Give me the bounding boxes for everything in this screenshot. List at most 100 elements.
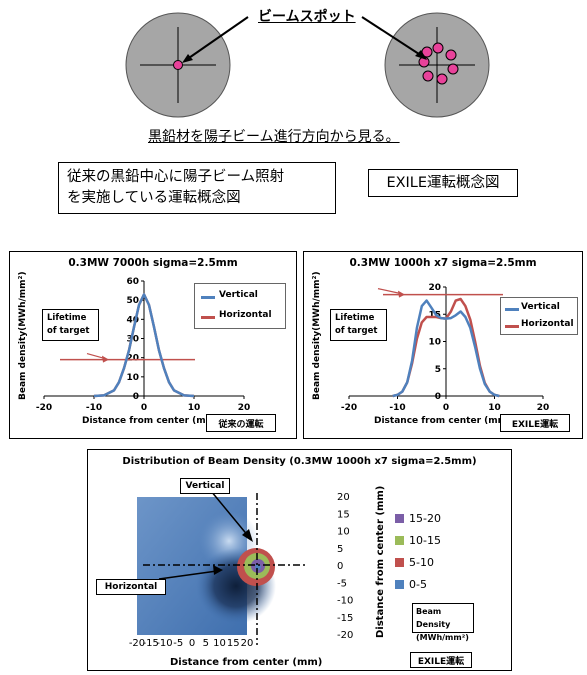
legend-label-vertical: Vertical xyxy=(219,290,258,300)
heatmap-xlabel: Distance from center (mm) xyxy=(170,657,323,668)
heatmap-surface xyxy=(137,497,276,635)
heatmap-tag: EXILE運転 xyxy=(410,652,472,668)
legend-label: 10-15 xyxy=(409,533,441,547)
chart2-title: 0.3MW 1000h x7 sigma=2.5mm xyxy=(349,257,537,269)
heatmap-arrows xyxy=(158,490,253,580)
heatmap-x-tick-label: 0 xyxy=(189,638,195,649)
legend-swatch-horizontal xyxy=(201,316,215,319)
lifetime-arrow-head xyxy=(102,355,109,363)
chart1-ylabel: Beam density(MWh/mm²) xyxy=(18,271,28,400)
legend-label: 0-5 xyxy=(409,577,427,591)
heatmap-x-tick-label: 10 xyxy=(213,638,226,649)
chart1-xlabel: Distance from center (mm) xyxy=(82,416,220,426)
legend-swatch xyxy=(395,557,404,567)
x-tick-label: 20 xyxy=(537,403,550,413)
diagram-caption: 黒鉛材を陽子ビーム進行方向から見る。 xyxy=(148,129,400,145)
x-tick-label: 10 xyxy=(188,403,201,413)
legend-swatch-vertical xyxy=(505,308,519,311)
legend-item-5-10: 5-10 xyxy=(395,551,441,573)
chart2-lifetime-box: Lifetime of target xyxy=(330,309,387,341)
y-tick-label: 30 xyxy=(126,335,139,345)
chart-exile: -20 -10 0 10 20 0 5 10 15 20 xyxy=(341,283,550,413)
y-tick-label: 20 xyxy=(126,354,139,364)
heatmap-y-tick-label: -20 xyxy=(337,630,353,641)
legend-item-15-20: 15-20 xyxy=(395,507,441,529)
heatmap-y-tick-label: 15 xyxy=(337,509,350,520)
lifetime-arrow xyxy=(86,353,106,360)
chart2-legend: Vertical Horizontal xyxy=(500,297,578,335)
heatmap-x-tick-label: -5 xyxy=(173,638,183,649)
legend-item-10-15: 10-15 xyxy=(395,529,441,551)
heatmap-x-tick-label: -10 xyxy=(156,638,172,649)
heatmap-title: Distribution of Beam Density (0.3MW 1000… xyxy=(122,456,477,467)
chart1-lifetime-line1: Lifetime xyxy=(47,313,87,323)
chart2-xlabel: Distance from center (mm) xyxy=(374,416,512,426)
graphite-disk-conventional xyxy=(125,12,231,118)
beam-spot-label: ビームスポット xyxy=(258,9,356,25)
y-tick-label: 50 xyxy=(126,296,139,306)
heatmap-x-tick-label: 20 xyxy=(241,638,254,649)
chart1-lifetime-box: Lifetime of target xyxy=(42,309,99,341)
heatmap-y-tick-label: -15 xyxy=(337,613,353,624)
x-tick-label: -10 xyxy=(389,403,405,413)
heatmap-y-tick-label: -5 xyxy=(337,578,347,589)
heatmap-x-tick-label: 5 xyxy=(203,638,209,649)
chart1-title: 0.3MW 7000h sigma=2.5mm xyxy=(68,257,238,269)
conventional-concept-line2: を実施している運転概念図 xyxy=(67,190,241,206)
legend-swatch xyxy=(395,579,404,589)
y-tick-label: 20 xyxy=(428,283,441,293)
chart1-legend: Vertical Horizontal xyxy=(194,283,286,329)
conventional-concept-line1: 従来の黒鉛中心に陽子ビーム照射 xyxy=(67,169,285,185)
graphite-disk-exile xyxy=(384,12,490,118)
vertical-callout: Vertical xyxy=(180,478,230,494)
x-tick-label: 0 xyxy=(141,403,147,413)
legend-item-0-5: 0-5 xyxy=(395,573,441,595)
x-tick-label: 20 xyxy=(238,403,251,413)
y-tick-label: 15 xyxy=(428,310,441,320)
exile-concept-box: EXILE運転概念図 xyxy=(368,169,518,197)
chart2-lifetime-line2: of target xyxy=(335,326,378,336)
chart2-tag: EXILE運転 xyxy=(500,414,570,432)
legend-title-box: Beam Density (MWh/mm²) xyxy=(412,603,474,642)
y-tick-label: 10 xyxy=(428,338,441,348)
chart-panel-conventional xyxy=(9,251,297,439)
beam-spot-diagram xyxy=(125,12,490,118)
heatmap-y-tick-label: 0 xyxy=(337,561,343,572)
y-tick-label: 0 xyxy=(435,392,441,402)
legend-label-horizontal: Horizontal xyxy=(521,319,574,329)
legend-title-line1: Beam Density xyxy=(416,607,451,629)
legend-swatch xyxy=(395,535,404,545)
x-tick-label: -20 xyxy=(36,403,52,413)
heatmap-x-tick-label: 15 xyxy=(227,638,240,649)
heatmap-x-tick-label: -20 xyxy=(129,638,145,649)
series-line-vertical xyxy=(93,293,195,398)
heatmap-y-tick-label: -10 xyxy=(337,596,353,607)
y-tick-label: 5 xyxy=(435,365,441,375)
chart2-lifetime-line1: Lifetime xyxy=(335,313,375,323)
x-tick-label: 0 xyxy=(443,403,449,413)
legend-label: 15-20 xyxy=(409,511,441,525)
spot-arrows xyxy=(182,16,427,63)
legend-label: 5-10 xyxy=(409,555,434,569)
conventional-concept-box: 従来の黒鉛中心に陽子ビーム照射 を実施している運転概念図 xyxy=(58,162,336,214)
beam-spot-center xyxy=(173,60,183,70)
legend-title-line2: (MWh/mm²) xyxy=(416,633,469,642)
y-tick-label: 0 xyxy=(133,392,139,402)
chart1-tag: 従来の運転 xyxy=(206,414,276,432)
heatmap-y-tick-label: 20 xyxy=(337,492,350,503)
chart-conventional: -20 -10 0 10 20 0 10 20 30 40 50 60 xyxy=(36,277,251,413)
legend-swatch-vertical xyxy=(201,296,215,299)
x-tick-label: -10 xyxy=(86,403,102,413)
y-tick-label: 60 xyxy=(126,277,139,287)
heatmap-x-tick-label: -15 xyxy=(143,638,159,649)
lifetime-arrow-head xyxy=(398,290,405,298)
chart2-ylabel: Beam density(MWh/mm²) xyxy=(312,271,322,400)
legend-swatch xyxy=(395,513,404,523)
x-tick-label: 10 xyxy=(488,403,501,413)
chart-panel-exile xyxy=(303,251,583,439)
series-line-vertical xyxy=(392,299,500,398)
heatmap-y-tick-label: 5 xyxy=(337,544,343,555)
lifetime-arrow xyxy=(377,288,402,295)
legend-label-horizontal: Horizontal xyxy=(219,310,272,320)
